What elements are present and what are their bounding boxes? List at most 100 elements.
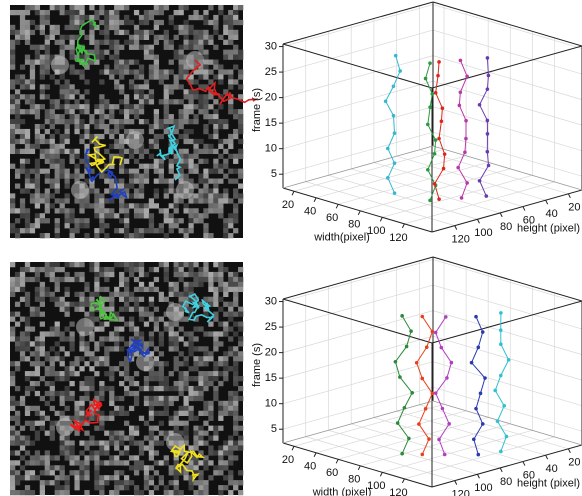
- noise-pixel: [188, 79, 194, 85]
- box-edge: [431, 189, 582, 233]
- noise-pixel: [193, 262, 199, 268]
- noise-pixel: [14, 29, 21, 36]
- noise-pixel: [183, 119, 189, 125]
- noise-pixel: [143, 54, 150, 60]
- noise-pixel: [54, 128, 60, 135]
- noise-pixel: [183, 291, 189, 298]
- noise-pixel: [138, 109, 145, 115]
- noise-pixel: [148, 198, 155, 204]
- noise-pixel: [228, 9, 234, 16]
- noise-pixel: [49, 430, 55, 436]
- noise-pixel: [188, 228, 194, 234]
- noise-pixel: [59, 415, 65, 421]
- noise-pixel: [29, 193, 36, 199]
- noise-pixel: [74, 470, 80, 476]
- noise-pixel: [133, 425, 140, 431]
- noise-pixel: [124, 276, 130, 283]
- noise-pixel: [44, 286, 50, 293]
- noise-pixel: [124, 460, 130, 466]
- noise-pixel: [233, 178, 239, 184]
- noise-pixel: [173, 460, 179, 466]
- noise-pixel: [94, 193, 100, 199]
- noise-pixel: [203, 123, 209, 130]
- noise-pixel: [49, 276, 55, 283]
- noise-pixel: [119, 291, 125, 298]
- trajectory-point: [493, 388, 498, 393]
- noise-pixel: [153, 74, 160, 80]
- noise-pixel: [198, 49, 204, 55]
- noise-pixel: [128, 435, 135, 441]
- noise-pixel: [198, 440, 204, 446]
- noise-pixel: [124, 133, 130, 140]
- noise-pixel: [54, 465, 60, 471]
- noise-pixel: [119, 480, 125, 486]
- noise-pixel: [198, 281, 204, 288]
- noise-pixel: [158, 480, 164, 486]
- z-tick-label: 15: [265, 372, 277, 384]
- noise-pixel: [208, 271, 214, 278]
- noise-pixel: [79, 301, 85, 307]
- noise-pixel: [29, 425, 36, 431]
- noise-pixel: [114, 262, 120, 268]
- box-edge: [282, 442, 433, 488]
- noise-pixel: [84, 89, 90, 95]
- noise-pixel: [183, 316, 189, 322]
- noise-pixel: [89, 34, 95, 41]
- noise-pixel: [218, 490, 224, 496]
- noise-pixel: [238, 173, 244, 179]
- noise-pixel: [69, 331, 75, 337]
- noise-pixel: [188, 29, 194, 36]
- noise-pixel: [218, 74, 224, 80]
- noise-pixel: [69, 89, 75, 95]
- noise-pixel: [59, 336, 65, 342]
- noise-pixel: [109, 39, 115, 45]
- noise-pixel: [94, 39, 100, 45]
- noise-pixel: [138, 281, 145, 288]
- noise-pixel: [64, 89, 70, 95]
- noise-pixel: [119, 336, 125, 342]
- noise-pixel: [153, 138, 160, 145]
- noise-pixel: [138, 445, 145, 451]
- noise-pixel: [64, 9, 70, 16]
- noise-pixel: [114, 455, 120, 461]
- noise-pixel: [203, 188, 209, 194]
- noise-pixel: [133, 306, 140, 312]
- noise-pixel: [208, 435, 214, 441]
- noise-pixel: [49, 29, 55, 36]
- noise-pixel: [203, 430, 209, 436]
- noise-pixel: [238, 490, 244, 496]
- noise-pixel: [238, 168, 244, 174]
- noise-pixel: [119, 5, 125, 11]
- noise-pixel: [39, 94, 46, 100]
- noise-pixel: [49, 480, 55, 486]
- noise-pixel: [49, 465, 55, 471]
- noise-pixel: [74, 119, 80, 125]
- noise-pixel: [89, 49, 95, 55]
- noise-pixel: [124, 94, 130, 100]
- noise-pixel: [138, 74, 145, 80]
- noise-pixel: [94, 425, 100, 431]
- noise-pixel: [54, 341, 60, 347]
- noise-pixel: [19, 296, 26, 302]
- noise-pixel: [84, 311, 90, 317]
- noise-pixel: [34, 223, 41, 229]
- box-edge: [282, 1, 434, 45]
- noise-pixel: [10, 29, 16, 36]
- noise-pixel: [69, 262, 75, 268]
- noise-pixel: [19, 346, 26, 352]
- noise-pixel: [59, 296, 65, 302]
- noise-pixel: [74, 223, 80, 229]
- noise-pixel: [104, 266, 110, 273]
- noise-pixel: [188, 390, 194, 397]
- trajectory-3d: [434, 61, 446, 200]
- particle-spot: [51, 56, 69, 74]
- noise-pixel: [188, 405, 194, 412]
- noise-pixel: [158, 440, 164, 446]
- noise-pixel: [138, 440, 145, 446]
- noise-pixel: [168, 415, 174, 421]
- noise-pixel: [188, 445, 194, 451]
- noise-pixel: [143, 346, 150, 352]
- noise-pixel: [44, 59, 50, 65]
- noise-pixel: [208, 301, 214, 307]
- noise-pixel: [99, 29, 105, 36]
